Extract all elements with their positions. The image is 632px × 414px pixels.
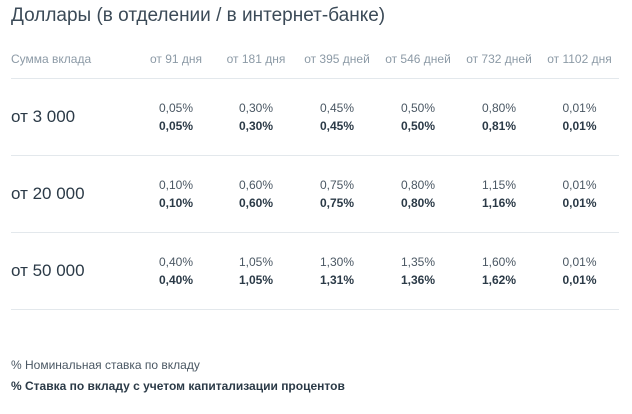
nominal-rate: 1,05%	[238, 255, 274, 269]
rate-cell: 1,35% 1,36%	[378, 232, 458, 310]
nominal-rate: 1,35%	[400, 255, 436, 269]
nominal-rate: 0,80%	[400, 178, 436, 192]
effective-rate: 0,50%	[400, 119, 436, 133]
nominal-rate: 0,75%	[319, 178, 355, 192]
effective-rate: 0,40%	[158, 273, 194, 287]
effective-rate: 1,36%	[400, 273, 436, 287]
nominal-rate: 0,05%	[158, 101, 194, 115]
term-column-header: от 546 дней	[378, 40, 458, 79]
legend-nominal-rate: % Номинальная ставка по вкладу	[11, 358, 200, 372]
effective-rate: 1,31%	[319, 273, 355, 287]
rate-cell: 0,01% 0,01%	[540, 155, 619, 233]
rate-cell: 0,30% 0,30%	[216, 78, 296, 156]
nominal-rate: 0,30%	[238, 101, 274, 115]
table-row: от 50 000 0,40% 0,40% 1,05% 1,05% 1,30% 1,3…	[11, 232, 619, 310]
effective-rate: 0,01%	[562, 119, 597, 133]
deposit-amount: от 20 000	[11, 155, 136, 233]
rate-cell: 0,60% 0,60%	[216, 155, 296, 233]
effective-rate: 0,05%	[158, 119, 194, 133]
rate-cell: 0,40% 0,40%	[136, 232, 216, 310]
rate-cell: 0,05% 0,05%	[136, 78, 216, 156]
effective-rate: 0,81%	[481, 119, 517, 133]
term-column-header: от 395 дней	[296, 40, 378, 79]
rate-cell: 0,50% 0,50%	[378, 78, 458, 156]
rate-cell: 0,01% 0,01%	[540, 232, 619, 310]
nominal-rate: 0,60%	[238, 178, 274, 192]
nominal-rate: 1,30%	[319, 255, 355, 269]
nominal-rate: 0,01%	[562, 101, 597, 115]
rate-cell: 0,75% 0,75%	[296, 155, 378, 233]
effective-rate: 0,10%	[158, 196, 194, 210]
rate-cell: 1,05% 1,05%	[216, 232, 296, 310]
effective-rate: 0,75%	[319, 196, 355, 210]
nominal-rate: 0,40%	[158, 255, 194, 269]
term-column-header: от 91 дня	[136, 40, 216, 79]
term-column-header: от 181 дня	[216, 40, 296, 79]
effective-rate: 0,80%	[400, 196, 436, 210]
nominal-rate: 1,15%	[481, 178, 517, 192]
rate-legend: % Номинальная ставка по вкладу % Ставка …	[11, 355, 345, 397]
effective-rate: 0,01%	[562, 196, 597, 210]
effective-rate: 1,05%	[238, 273, 274, 287]
table-row: от 20 000 0,10% 0,10% 0,60% 0,60% 0,75% 0,7…	[11, 155, 619, 233]
nominal-rate: 0,10%	[158, 178, 194, 192]
term-column-header: от 732 дней	[458, 40, 540, 79]
rate-cell: 0,10% 0,10%	[136, 155, 216, 233]
rate-cell: 0,01% 0,01%	[540, 78, 619, 156]
rate-cell: 0,80% 0,80%	[378, 155, 458, 233]
nominal-rate: 1,60%	[481, 255, 517, 269]
nominal-rate: 0,01%	[562, 178, 597, 192]
effective-rate: 0,30%	[238, 119, 274, 133]
nominal-rate: 0,01%	[562, 255, 597, 269]
deposit-amount: от 50 000	[11, 232, 136, 310]
term-column-header: от 1102 дня	[540, 40, 619, 79]
effective-rate: 1,16%	[481, 196, 517, 210]
effective-rate: 1,62%	[481, 273, 517, 287]
rate-cell: 1,30% 1,31%	[296, 232, 378, 310]
amount-column-header: Сумма вклада	[11, 40, 136, 79]
table-row: от 3 000 0,05% 0,05% 0,30% 0,30% 0,45% 0,45…	[11, 78, 619, 156]
nominal-rate: 0,45%	[319, 101, 355, 115]
rates-table: Сумма вклада от 91 дня от 181 дня от 395…	[11, 40, 619, 310]
page-title: Доллары (в отделении / в интернет-банке)	[11, 5, 386, 26]
effective-rate: 0,45%	[319, 119, 355, 133]
nominal-rate: 0,80%	[481, 101, 517, 115]
effective-rate: 0,01%	[562, 273, 597, 287]
legend-effective-rate: % Ставка по вкладу с учетом капитализаци…	[11, 379, 345, 393]
rate-cell: 1,60% 1,62%	[458, 232, 540, 310]
deposit-amount: от 3 000	[11, 78, 136, 156]
rate-cell: 0,80% 0,81%	[458, 78, 540, 156]
rate-cell: 1,15% 1,16%	[458, 155, 540, 233]
rate-cell: 0,45% 0,45%	[296, 78, 378, 156]
nominal-rate: 0,50%	[400, 101, 436, 115]
table-header-row: Сумма вклада от 91 дня от 181 дня от 395…	[11, 40, 619, 79]
effective-rate: 0,60%	[238, 196, 274, 210]
